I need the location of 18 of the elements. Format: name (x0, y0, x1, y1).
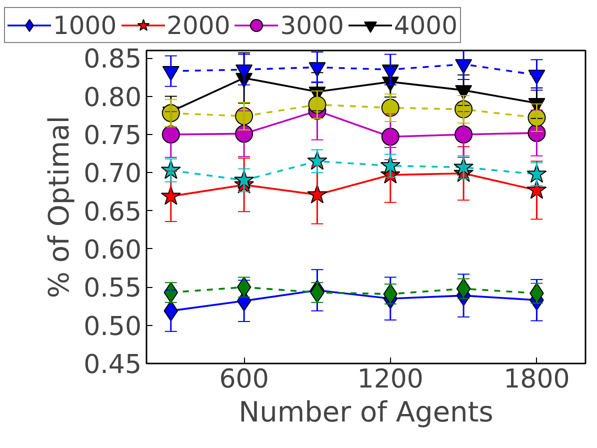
y-tick-label: 0.60 (84, 235, 142, 266)
x-axis-title: Number of Agents (238, 396, 494, 428)
y-tick-label: 0.55 (84, 274, 142, 304)
x-tick-label: 1800 (504, 364, 570, 394)
legend-label: 1000 (53, 10, 117, 40)
y-tick-label: 0.65 (84, 197, 142, 228)
x-tick-label: 600 (219, 364, 269, 394)
legend-label: 3000 (280, 10, 344, 40)
y-tick-label: 0.50 (84, 312, 142, 342)
y-tick-label: 0.45 (84, 350, 142, 380)
legend-label: 2000 (166, 10, 230, 40)
y-tick-label: 0.85 (84, 44, 142, 75)
y-tick-label: 0.70 (84, 159, 142, 190)
x-tick-label: 1200 (357, 364, 424, 394)
y-axis-title: % of Optimal (42, 116, 76, 298)
legend-label: 4000 (394, 10, 458, 40)
y-tick-label: 0.80 (84, 82, 142, 113)
y-tick-label: 0.75 (84, 120, 142, 151)
